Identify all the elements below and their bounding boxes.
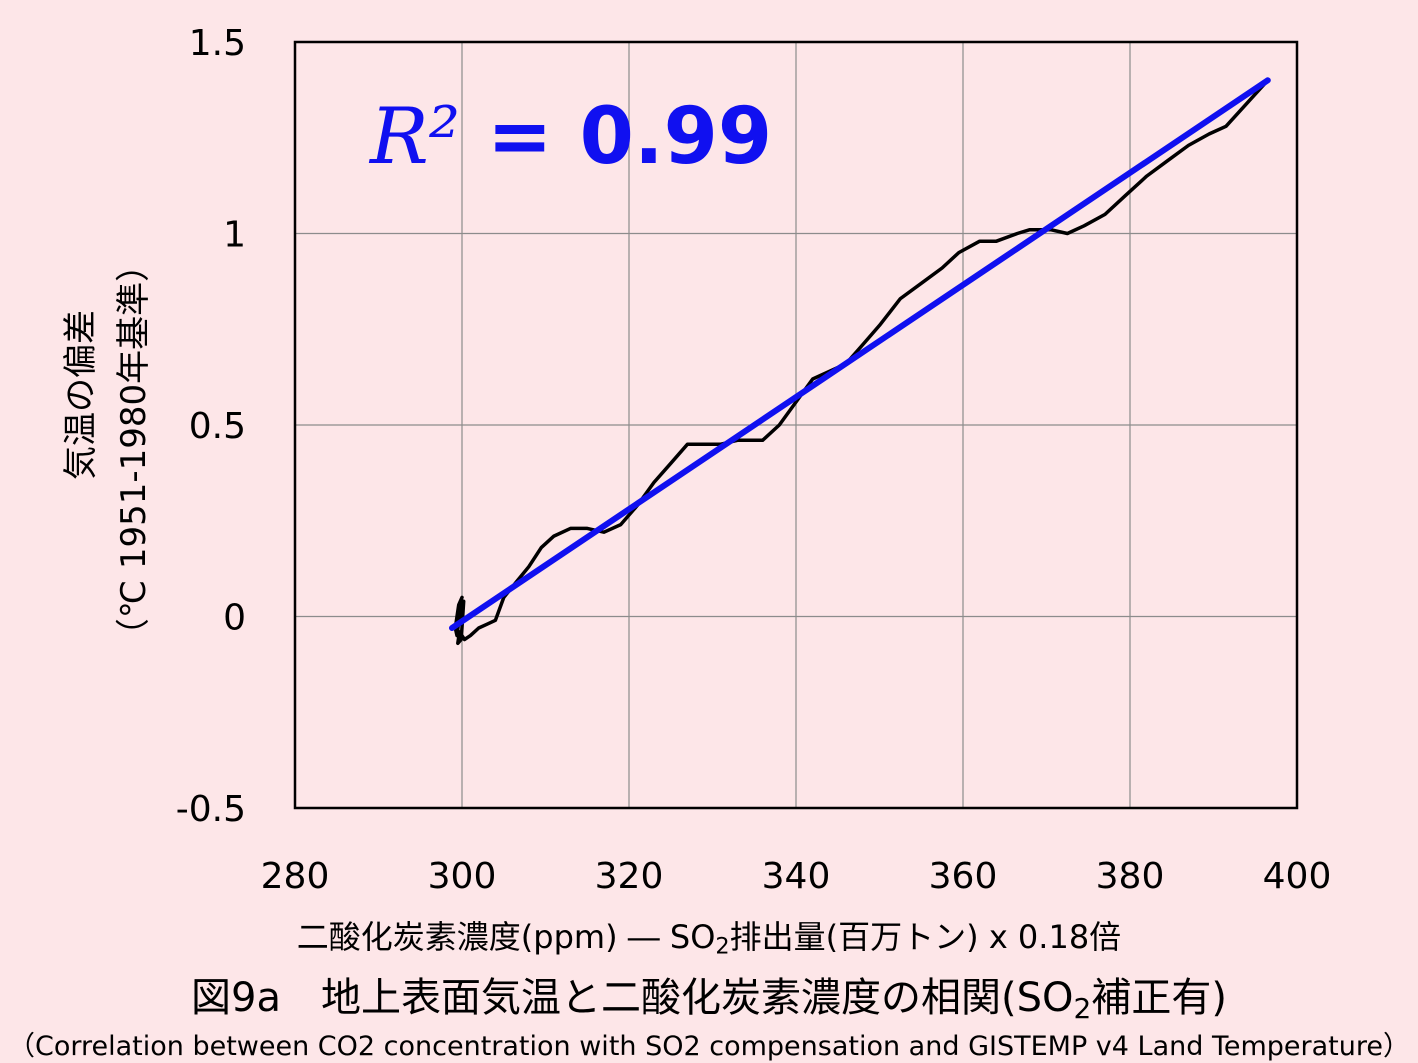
y-tick-label: 1	[223, 215, 246, 256]
r-squared-annotation: R² = 0.99	[370, 92, 772, 182]
r-squared-symbol: R²	[370, 92, 460, 182]
y-axis-title-line2: （℃ 1951-1980年基準）	[114, 248, 154, 652]
figure-caption-part2: 補正有)	[1091, 975, 1227, 1021]
figure-caption-part1: 図9a 地上表面気温と二酸化炭素濃度の相関(SO	[191, 975, 1074, 1021]
y-tick-label: 0	[223, 598, 246, 639]
regression-line	[449, 77, 1271, 631]
plot-area-frame	[293, 40, 1299, 810]
x-axis-title-part1: 二酸化炭素濃度(ppm) ― SO	[296, 918, 716, 956]
figure-subcaption: （Correlation between CO2 concentration w…	[7, 1031, 1410, 1062]
x-axis-title-part2: 排出量(百万トン) x 0.18倍	[729, 918, 1122, 956]
x-tick-label: 280	[261, 856, 330, 897]
x-tick-label: 340	[762, 856, 831, 897]
x-axis-title-subscript: 2	[715, 933, 730, 960]
figure-caption-subscript: 2	[1073, 992, 1092, 1025]
data-series-line	[453, 78, 1270, 646]
y-axis-title-line1: 気温の偏差	[61, 310, 101, 480]
x-tick-label: 400	[1263, 856, 1332, 897]
y-tick-label: 1.5	[189, 23, 246, 64]
x-tick-label: 300	[428, 856, 497, 897]
x-tick-label: 380	[1096, 856, 1165, 897]
x-axis-title: 二酸化炭素濃度(ppm) ― SO2排出量(百万トン) x 0.18倍	[0, 912, 1418, 960]
series	[449, 77, 1271, 646]
y-tick-label: 0.5	[189, 406, 246, 447]
figure-caption: 図9a 地上表面気温と二酸化炭素濃度の相関(SO2補正有)	[0, 965, 1418, 1025]
x-tick-label: 320	[595, 856, 664, 897]
y-tick-label: -0.5	[176, 789, 246, 830]
r-squared-value: = 0.99	[460, 92, 773, 182]
tick-labels: 280 300 320 340 360 380 400 1.5 1 0.5 0 -0.5	[176, 23, 1332, 897]
x-tick-label: 360	[929, 856, 998, 897]
